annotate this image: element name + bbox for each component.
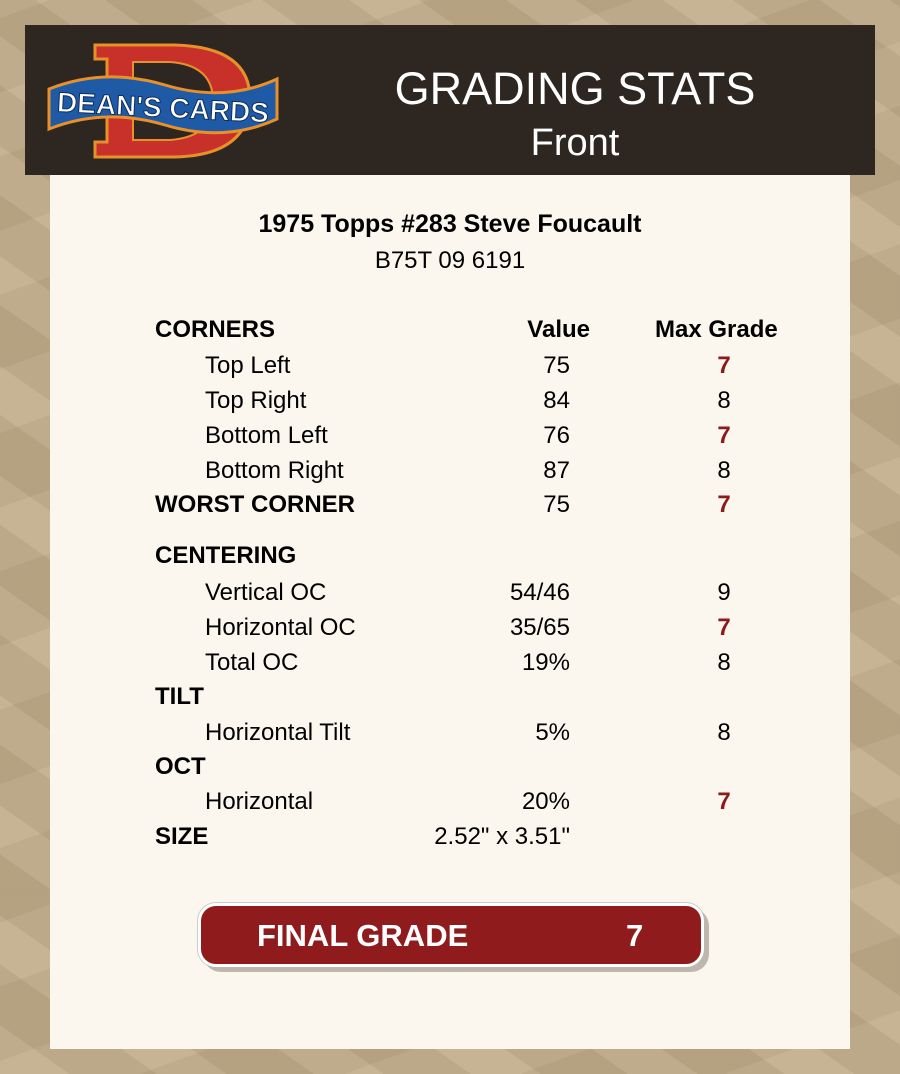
- header-bar: DEAN'S CARDS GRADING STATS Front: [25, 25, 875, 175]
- row-label: Horizontal: [205, 788, 314, 815]
- stat-row: Horizontal OC 35/65 7: [0, 614, 900, 644]
- column-headers: Value Max Grade: [0, 316, 900, 346]
- section-row: SIZE 2.52" x 3.51": [0, 823, 900, 853]
- row-max-grade: 7: [717, 491, 731, 518]
- card-name: 1975 Topps #283 Steve Foucault: [258, 210, 642, 238]
- section-row: CORNERS: [0, 316, 900, 346]
- stat-row: Bottom Right 87 8: [0, 457, 900, 487]
- section-row: WORST CORNER 75 7: [0, 491, 900, 521]
- stat-row: Top Left 75 7: [0, 352, 900, 382]
- row-value: 19%: [521, 649, 570, 676]
- row-max-grade: 9: [717, 579, 731, 606]
- row-label: CORNERS: [155, 316, 276, 343]
- row-max-grade: 8: [717, 719, 731, 746]
- stat-row: Top Right 84 8: [0, 387, 900, 417]
- row-label: Horizontal OC: [205, 614, 356, 641]
- row-value: 2.52" x 3.51": [434, 823, 570, 850]
- row-max-grade: 8: [717, 649, 731, 676]
- row-label: OCT: [155, 753, 206, 780]
- row-value: 75: [543, 352, 570, 379]
- row-label: Top Left: [205, 352, 291, 379]
- final-grade-label: FINAL GRADE: [257, 918, 469, 953]
- row-value: 75: [543, 491, 570, 518]
- row-max-grade: 7: [717, 422, 731, 449]
- row-value: 54/46: [509, 579, 570, 606]
- row-label: Bottom Left: [205, 422, 328, 449]
- row-label: Vertical OC: [205, 579, 327, 606]
- stat-row: Vertical OC 54/46 9: [0, 579, 900, 609]
- row-label: CENTERING: [155, 542, 297, 569]
- row-label: Bottom Right: [205, 457, 344, 484]
- card-id: B75T 09 6191: [374, 247, 526, 274]
- row-label: SIZE: [155, 823, 209, 850]
- row-label: Horizontal Tilt: [205, 719, 351, 746]
- row-value: 76: [543, 422, 570, 449]
- final-grade-banner: FINAL GRADE 7: [198, 903, 704, 967]
- row-value: 84: [543, 387, 570, 414]
- max-grade-column-header: Max Grade: [655, 316, 778, 343]
- row-label: Total OC: [205, 649, 299, 676]
- row-max-grade: 8: [717, 387, 731, 414]
- row-value: 35/65: [509, 614, 570, 641]
- stat-row: Horizontal 20% 7: [0, 788, 900, 818]
- row-max-grade: 7: [717, 614, 731, 641]
- section-row: TILT: [0, 683, 900, 713]
- page-subtitle: Front: [530, 122, 620, 164]
- stat-row: Total OC 19% 8: [0, 649, 900, 679]
- final-grade-value: 7: [626, 918, 644, 953]
- page-title: GRADING STATS: [394, 63, 756, 114]
- value-column-header: Value: [527, 316, 590, 343]
- deans-cards-logo: DEAN'S CARDS: [47, 43, 279, 159]
- row-value: 87: [543, 457, 570, 484]
- stat-row: Horizontal Tilt 5% 8: [0, 719, 900, 749]
- row-value: 5%: [535, 719, 570, 746]
- row-label: WORST CORNER: [155, 491, 355, 518]
- section-row: OCT: [0, 753, 900, 783]
- row-label: TILT: [155, 683, 204, 710]
- row-label: Top Right: [205, 387, 307, 414]
- section-row: CENTERING: [0, 542, 900, 572]
- row-value: 20%: [521, 788, 570, 815]
- row-max-grade: 8: [717, 457, 731, 484]
- row-max-grade: 7: [717, 352, 731, 379]
- stat-row: Bottom Left 76 7: [0, 422, 900, 452]
- row-max-grade: 7: [717, 788, 731, 815]
